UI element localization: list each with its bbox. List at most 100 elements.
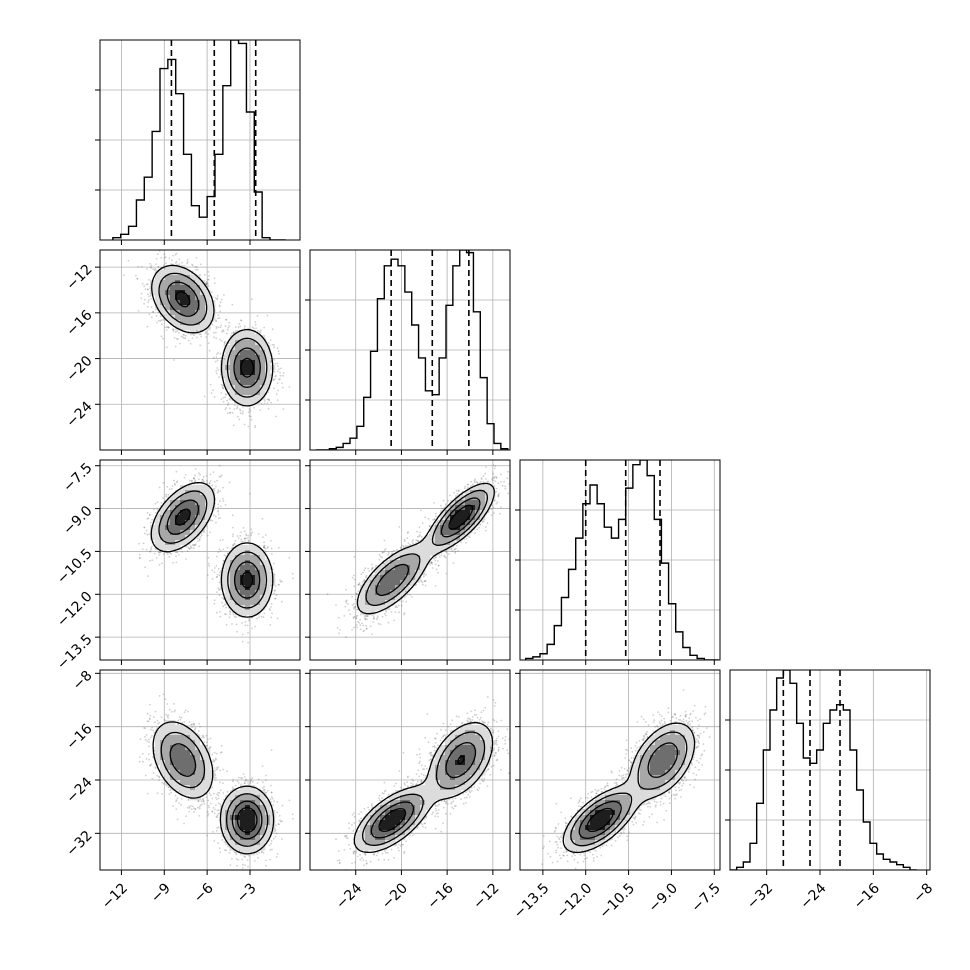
sample-point bbox=[185, 558, 187, 560]
sample-point bbox=[172, 254, 174, 257]
sample-point bbox=[199, 333, 202, 335]
sample-point bbox=[251, 326, 254, 329]
sample-point bbox=[161, 562, 163, 565]
sample-point bbox=[239, 534, 242, 537]
sample-point bbox=[219, 338, 221, 341]
sample-point bbox=[266, 314, 269, 317]
sample-point bbox=[172, 328, 174, 330]
density-cell bbox=[240, 345, 246, 351]
sample-point bbox=[232, 544, 235, 547]
density-cell bbox=[260, 355, 266, 361]
y-tick-label: −16 bbox=[63, 307, 95, 339]
sample-point bbox=[277, 365, 279, 368]
density-cell bbox=[250, 355, 256, 361]
sample-point bbox=[226, 547, 229, 549]
sample-point bbox=[209, 480, 212, 482]
sample-point bbox=[198, 539, 201, 542]
density-cell bbox=[240, 340, 246, 346]
density-cell bbox=[250, 385, 256, 391]
sample-point bbox=[248, 618, 251, 620]
sample-point bbox=[143, 285, 146, 287]
sample-point bbox=[178, 263, 181, 266]
sample-point bbox=[220, 398, 223, 400]
sample-point bbox=[239, 325, 242, 328]
sample-point bbox=[193, 544, 195, 547]
sample-point bbox=[233, 542, 236, 545]
sample-point bbox=[149, 266, 152, 269]
density-cell bbox=[180, 275, 186, 281]
density-cell bbox=[245, 365, 251, 371]
sample-point bbox=[216, 491, 219, 494]
density-cell bbox=[160, 305, 166, 311]
sample-point bbox=[146, 268, 148, 270]
density-cell bbox=[245, 355, 251, 361]
sample-point bbox=[271, 612, 273, 615]
sample-point bbox=[224, 504, 227, 506]
sample-point bbox=[236, 630, 239, 633]
sample-point bbox=[144, 566, 146, 569]
sample-point bbox=[238, 322, 241, 325]
sample-point bbox=[162, 482, 165, 484]
sample-point bbox=[223, 554, 226, 557]
sample-point bbox=[174, 551, 177, 553]
sample-point bbox=[219, 301, 222, 304]
sample-point bbox=[248, 408, 251, 410]
sample-point bbox=[146, 575, 149, 577]
sample-point bbox=[222, 387, 224, 390]
sample-point bbox=[260, 403, 263, 405]
sample-point bbox=[216, 479, 218, 482]
density-cell bbox=[205, 315, 211, 321]
density-cell bbox=[195, 280, 201, 286]
sample-point bbox=[194, 474, 196, 477]
sample-point bbox=[150, 547, 152, 550]
sample-point bbox=[225, 407, 228, 409]
sample-point bbox=[194, 468, 197, 470]
density-cell bbox=[200, 320, 206, 326]
sample-point bbox=[258, 330, 261, 333]
sample-point bbox=[254, 321, 257, 323]
density-cell bbox=[245, 375, 251, 381]
sample-point bbox=[156, 501, 159, 504]
sample-point bbox=[220, 392, 223, 394]
sample-point bbox=[171, 485, 174, 487]
sample-point bbox=[160, 335, 163, 338]
sample-point bbox=[218, 589, 221, 591]
density-cell bbox=[265, 370, 271, 376]
sample-point bbox=[277, 546, 280, 549]
sample-point bbox=[161, 323, 163, 326]
density-cell bbox=[220, 370, 226, 376]
sample-point bbox=[217, 567, 220, 570]
sample-point bbox=[220, 474, 223, 477]
sample-point bbox=[207, 333, 210, 336]
sample-point bbox=[239, 319, 242, 322]
sample-point bbox=[233, 331, 236, 333]
sample-point bbox=[216, 359, 219, 362]
density-cell bbox=[210, 305, 216, 311]
sample-point bbox=[150, 264, 153, 267]
sample-point bbox=[213, 282, 216, 284]
sample-point bbox=[270, 360, 273, 363]
sample-point bbox=[217, 314, 220, 317]
sample-point bbox=[208, 482, 211, 484]
sample-point bbox=[190, 547, 193, 549]
sample-point bbox=[221, 385, 224, 388]
sample-point bbox=[137, 309, 140, 312]
sample-point bbox=[215, 356, 218, 358]
sample-point bbox=[145, 529, 148, 532]
density-cell bbox=[175, 325, 181, 331]
density-cell bbox=[260, 350, 266, 356]
sample-point bbox=[267, 391, 270, 394]
sample-point bbox=[199, 263, 202, 266]
sample-point bbox=[152, 268, 155, 270]
y-tick-label: −12 bbox=[63, 261, 95, 293]
sample-point bbox=[219, 517, 222, 519]
density-cell bbox=[230, 335, 236, 341]
sample-point bbox=[216, 295, 219, 297]
density-cell bbox=[175, 295, 181, 301]
sample-point bbox=[212, 471, 215, 473]
sample-point bbox=[215, 372, 218, 375]
sample-point bbox=[273, 346, 275, 349]
sample-point bbox=[207, 271, 210, 273]
sample-point bbox=[210, 392, 213, 395]
density-cell bbox=[240, 365, 246, 371]
